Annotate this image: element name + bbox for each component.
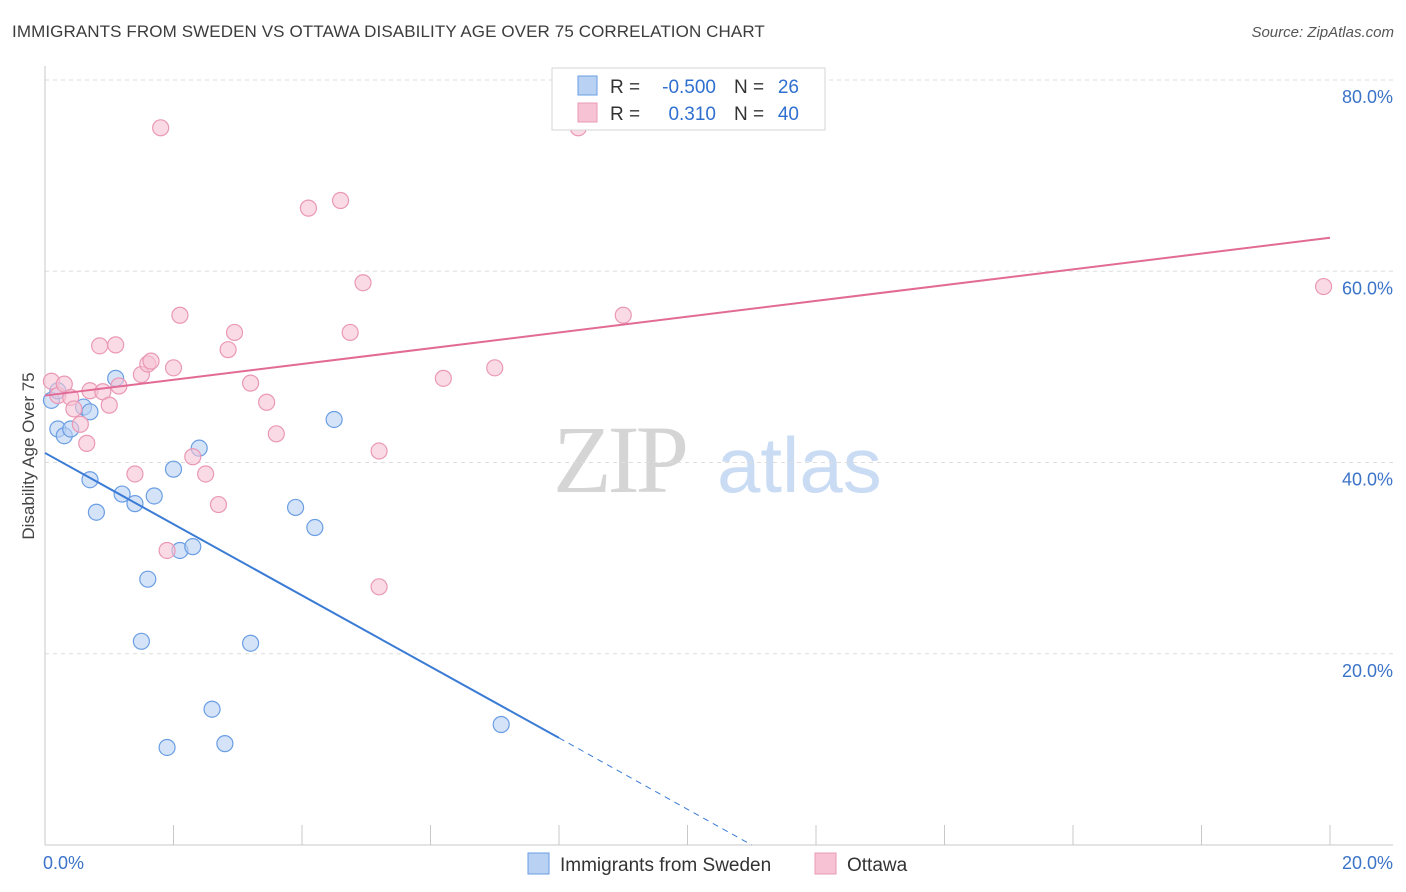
ottawa-point-16 (142, 352, 160, 370)
sweden-point-20 (203, 700, 221, 718)
series-legend-swatch-sweden (527, 852, 550, 875)
series-ottawa-points (42, 119, 1333, 596)
sweden-trend-line (44, 452, 560, 739)
ottawa-point-10 (100, 396, 118, 414)
ottawa-point-20 (171, 306, 189, 324)
ottawa-point-31 (341, 323, 359, 342)
y-axis-label: Disability Age Over 75 (19, 372, 38, 539)
sweden-point-15 (158, 738, 176, 757)
ottawa-point-26 (242, 374, 260, 392)
legend-r-value-2: 0.310 (668, 104, 716, 125)
ottawa-point-29 (299, 199, 318, 217)
sweden-point-25 (325, 410, 343, 429)
legend-n-label-2: N = (734, 104, 764, 125)
ottawa-point-32 (354, 274, 372, 292)
sweden-point-26 (492, 715, 510, 734)
watermark-zip: ZIP (553, 406, 686, 513)
series-legend: Immigrants from Sweden Ottawa (527, 852, 908, 876)
ottawa-point-11 (107, 336, 125, 354)
sweden-point-22 (242, 634, 260, 652)
legend-n-value-2: 40 (778, 104, 799, 125)
ottawa-point-36 (486, 359, 504, 377)
sweden-trend-extension (558, 737, 752, 846)
sweden-point-16 (164, 460, 183, 478)
legend-r-label-2: R = (610, 104, 640, 125)
ottawa-point-19 (164, 359, 183, 377)
ottawa-point-33 (370, 442, 388, 460)
sweden-point-13 (139, 570, 157, 588)
series-legend-swatch-ottawa (814, 852, 837, 875)
ottawa-point-22 (197, 465, 215, 483)
legend-r-label-1: R = (610, 77, 640, 98)
x-tick-label-0: 0.0% (43, 853, 84, 873)
ottawa-point-4 (65, 400, 83, 418)
ottawa-point-27 (258, 393, 276, 411)
ottawa-point-21 (184, 448, 202, 466)
y-tick-label-2: 60.0% (1342, 278, 1393, 298)
tick-labels: 20.0% 40.0% 60.0% 80.0% 0.0% 20.0% (43, 87, 1393, 873)
ottawa-point-23 (209, 495, 228, 514)
y-tick-label-0: 20.0% (1342, 661, 1393, 681)
y-tick-label-1: 40.0% (1342, 470, 1393, 490)
axes (44, 66, 1393, 846)
sweden-point-23 (286, 498, 305, 517)
correlation-legend: R = -0.500 N = 26 R = 0.310 N = 40 (551, 67, 826, 131)
series-legend-label-ottawa: Ottawa (847, 855, 908, 876)
legend-n-value-1: 26 (778, 77, 799, 98)
grid-lines (45, 79, 1395, 655)
ottawa-point-28 (267, 425, 285, 443)
ottawa-point-8 (91, 337, 109, 355)
sweden-point-8 (87, 503, 106, 521)
ottawa-trend-line (44, 236, 1331, 397)
sweden-point-24 (306, 518, 324, 537)
ottawa-point-6 (78, 434, 96, 452)
ottawa-point-24 (219, 341, 237, 359)
ottawa-point-34 (370, 578, 388, 596)
legend-n-label-1: N = (734, 77, 764, 98)
y-tick-label-3: 80.0% (1342, 87, 1393, 107)
watermark-atlas: atlas (717, 421, 882, 509)
ottawa-point-17 (152, 119, 170, 137)
legend-swatch-sweden (577, 75, 598, 96)
ottawa-point-18 (158, 541, 176, 560)
source-label: Source: ZipAtlas.com (1251, 24, 1394, 41)
ottawa-point-35 (434, 369, 452, 387)
sweden-point-14 (145, 487, 163, 505)
chart-title: IMMIGRANTS FROM SWEDEN VS OTTAWA DISABIL… (12, 22, 765, 41)
legend-swatch-ottawa (577, 102, 598, 123)
sweden-point-12 (132, 632, 150, 650)
series-legend-label-sweden: Immigrants from Sweden (560, 855, 771, 876)
ottawa-point-38 (614, 306, 632, 324)
ottawa-point-13 (126, 465, 144, 483)
sweden-point-21 (216, 735, 234, 753)
sweden-point-18 (184, 538, 202, 556)
trend-lines (44, 236, 1331, 846)
ottawa-point-5 (71, 415, 89, 433)
ottawa-point-39 (1314, 277, 1333, 296)
x-tick-label-1: 20.0% (1342, 853, 1393, 873)
ottawa-point-30 (331, 191, 350, 210)
ottawa-point-25 (225, 323, 244, 342)
legend-r-value-1: -0.500 (662, 77, 716, 98)
